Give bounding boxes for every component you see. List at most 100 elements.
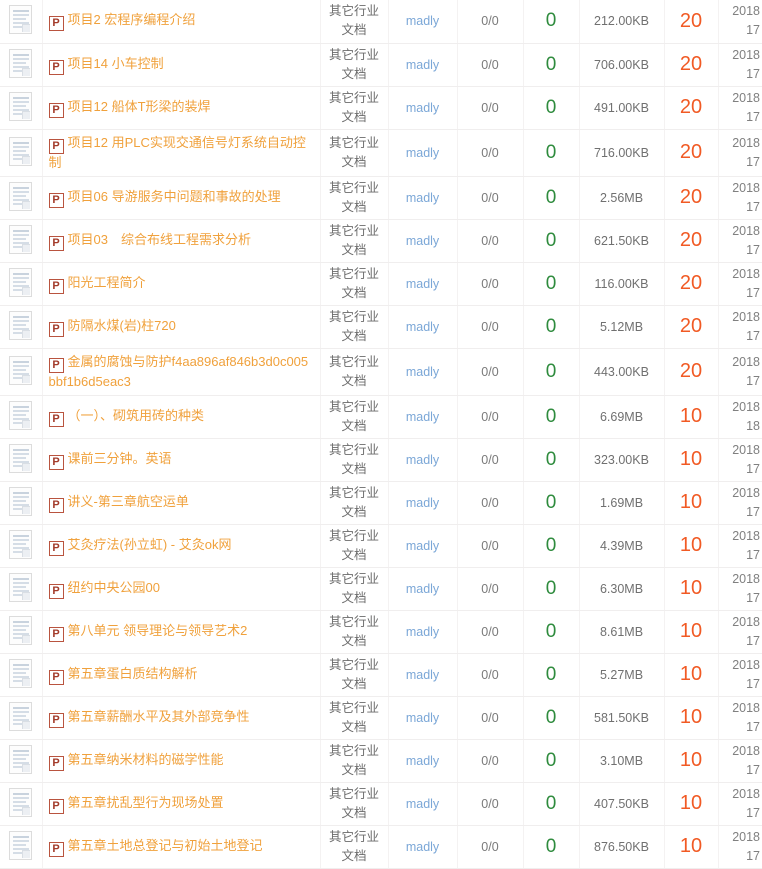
table-row[interactable]: P 课前三分钟。英语 其它行业文档 madly 0/0 0 323.00KB 10 2018 17 bbox=[0, 438, 762, 482]
document-title-link[interactable]: 项目14 小车控制 bbox=[67, 55, 164, 71]
table-row[interactable]: P 第五章蛋白质结构解析 其它行业文档 madly 0/0 0 5.27MB 10 2018 17 bbox=[0, 653, 762, 697]
document-thumbnail-cell[interactable] bbox=[0, 0, 43, 44]
table-row[interactable]: P 项目2 宏程序编程介绍 其它行业文档 madly 0/0 0 212.00KB 20 201… bbox=[0, 0, 762, 44]
document-title-link[interactable]: 项目12 用PLC实现交通信号灯系统自动控制 bbox=[48, 134, 306, 170]
owner-link[interactable]: madly bbox=[405, 364, 440, 379]
owner-link[interactable]: madly bbox=[405, 667, 440, 682]
document-thumbnail-cell[interactable] bbox=[0, 262, 43, 306]
document-name-cell[interactable]: P 第五章扰乱型行为现场处置 bbox=[42, 782, 321, 826]
document-title-link[interactable]: 项目2 宏程序编程介绍 bbox=[67, 12, 196, 28]
document-thumbnail-cell[interactable] bbox=[0, 782, 43, 826]
table-row[interactable]: P （一）、砌筑用砖的种类 其它行业文档 madly 0/0 0 6.69MB 10 2018 1… bbox=[0, 395, 762, 439]
document-title-link[interactable]: 第五章蛋白质结构解析 bbox=[67, 665, 198, 681]
table-row[interactable]: P 阳光工程简介 其它行业文档 madly 0/0 0 116.00KB 20 2018 17 bbox=[0, 262, 762, 306]
document-title-link[interactable]: 纽约中央公园00 bbox=[67, 579, 160, 595]
owner-link[interactable]: madly bbox=[405, 452, 440, 467]
document-title-link[interactable]: 防隔水煤(岩)柱720 bbox=[67, 317, 176, 333]
owner-link[interactable]: madly bbox=[405, 409, 440, 424]
document-name-cell[interactable]: P 项目12 船体T形梁的装焊 bbox=[42, 86, 321, 130]
owner-link[interactable]: madly bbox=[405, 839, 440, 854]
owner-link[interactable]: madly bbox=[405, 796, 440, 811]
document-thumbnail-cell[interactable] bbox=[0, 567, 43, 611]
document-thumbnail-cell[interactable] bbox=[0, 524, 43, 568]
document-thumbnail-cell[interactable] bbox=[0, 395, 43, 439]
owner-link[interactable]: madly bbox=[405, 100, 440, 115]
document-thumbnail-cell[interactable] bbox=[0, 653, 43, 697]
document-thumbnail-cell[interactable] bbox=[0, 481, 43, 525]
document-title-link[interactable]: 第五章薪酬水平及其外部竞争性 bbox=[67, 708, 250, 724]
document-name-cell[interactable]: P 项目06 导游服务中问题和事故的处理 bbox=[42, 176, 321, 220]
table-row[interactable]: P 第五章土地总登记与初始土地登记 其它行业文档 madly 0/0 0 876.50KB 1… bbox=[0, 825, 762, 869]
document-name-cell[interactable]: P 金属的腐蚀与防护f4aa896af846b3d0c005bbf1b6d5eac… bbox=[42, 348, 321, 396]
table-row[interactable]: P 讲义-第三章航空运单 其它行业文档 madly 0/0 0 1.69MB 10 2018 17 bbox=[0, 481, 762, 525]
document-name-cell[interactable]: P 第五章纳米材料的磁学性能 bbox=[42, 739, 321, 783]
document-thumbnail-cell[interactable] bbox=[0, 825, 43, 869]
document-name-cell[interactable]: P 第八单元 领导理论与领导艺术2 bbox=[42, 610, 321, 654]
document-title-link[interactable]: 讲义-第三章航空运单 bbox=[67, 493, 189, 509]
document-thumbnail-cell[interactable] bbox=[0, 305, 43, 349]
document-thumbnail-cell[interactable] bbox=[0, 129, 43, 177]
table-row[interactable]: P 项目12 船体T形梁的装焊 其它行业文档 madly 0/0 0 491.00KB 20 2… bbox=[0, 86, 762, 130]
table-row[interactable]: P 第五章薪酬水平及其外部竞争性 其它行业文档 madly 0/0 0 581.50KB 10… bbox=[0, 696, 762, 740]
document-thumbnail-cell[interactable] bbox=[0, 86, 43, 130]
document-name-cell[interactable]: P 项目03 综合布线工程需求分析 bbox=[42, 219, 321, 263]
owner-link[interactable]: madly bbox=[405, 710, 440, 725]
document-title-link[interactable]: 金属的腐蚀与防护f4aa896af846b3d0c005bbf1b6d5eac3 bbox=[48, 353, 309, 389]
owner-link[interactable]: madly bbox=[405, 581, 440, 596]
document-title-link[interactable]: 第五章纳米材料的磁学性能 bbox=[67, 751, 224, 767]
document-name-cell[interactable]: P 第五章土地总登记与初始土地登记 bbox=[42, 825, 321, 869]
owner-link[interactable]: madly bbox=[405, 190, 440, 205]
document-thumbnail-cell[interactable] bbox=[0, 348, 43, 396]
document-thumbnail-cell[interactable] bbox=[0, 43, 43, 87]
table-row[interactable]: P 防隔水煤(岩)柱720 其它行业文档 madly 0/0 0 5.12MB 20 2018 1… bbox=[0, 305, 762, 349]
owner-link[interactable]: madly bbox=[405, 538, 440, 553]
owner-link[interactable]: madly bbox=[405, 624, 440, 639]
document-title-link[interactable]: 第八单元 领导理论与领导艺术2 bbox=[67, 622, 248, 638]
document-name-cell[interactable]: P 阳光工程简介 bbox=[42, 262, 321, 306]
table-row[interactable]: P 第五章扰乱型行为现场处置 其它行业文档 madly 0/0 0 407.50KB 10 20… bbox=[0, 782, 762, 826]
table-row[interactable]: P 金属的腐蚀与防护f4aa896af846b3d0c005bbf1b6d5eac… bbox=[0, 348, 762, 396]
document-title-link[interactable]: 艾灸疗法(孙立虹) - 艾灸ok网 bbox=[67, 536, 232, 552]
document-title-link[interactable]: 项目06 导游服务中问题和事故的处理 bbox=[67, 188, 281, 204]
owner-link[interactable]: madly bbox=[405, 276, 440, 291]
table-row[interactable]: P 项目06 导游服务中问题和事故的处理 其它行业文档 madly 0/0 0 2.56MB… bbox=[0, 176, 762, 220]
document-title-link[interactable]: 第五章土地总登记与初始土地登记 bbox=[67, 837, 263, 853]
owner-link[interactable]: madly bbox=[405, 233, 440, 248]
document-thumbnail-cell[interactable] bbox=[0, 219, 43, 263]
owner-link[interactable]: madly bbox=[405, 57, 440, 72]
document-thumbnail-cell[interactable] bbox=[0, 739, 43, 783]
table-row[interactable]: P 项目12 用PLC实现交通信号灯系统自动控制 其它行业文档 madly 0/0 0 71… bbox=[0, 129, 762, 177]
document-title-link[interactable]: 项目12 船体T形梁的装焊 bbox=[67, 98, 211, 114]
document-title-link[interactable]: （一）、砌筑用砖的种类 bbox=[67, 407, 205, 423]
document-title-link[interactable]: 课前三分钟。英语 bbox=[67, 450, 172, 466]
document-name-cell[interactable]: P 纽约中央公园00 bbox=[42, 567, 321, 611]
table-row[interactable]: P 项目14 小车控制 其它行业文档 madly 0/0 0 706.00KB 20 2018 1… bbox=[0, 43, 762, 87]
owner-link[interactable]: madly bbox=[405, 495, 440, 510]
document-name-cell[interactable]: P 课前三分钟。英语 bbox=[42, 438, 321, 482]
document-name-cell[interactable]: P 讲义-第三章航空运单 bbox=[42, 481, 321, 525]
owner-link[interactable]: madly bbox=[405, 319, 440, 334]
document-thumbnail-cell[interactable] bbox=[0, 176, 43, 220]
table-row[interactable]: P 项目03 综合布线工程需求分析 其它行业文档 madly 0/0 0 621.50KB 2… bbox=[0, 219, 762, 263]
document-thumbnail-cell[interactable] bbox=[0, 610, 43, 654]
document-name-cell[interactable]: P 第五章薪酬水平及其外部竞争性 bbox=[42, 696, 321, 740]
table-row[interactable]: P 第五章纳米材料的磁学性能 其它行业文档 madly 0/0 0 3.10MB 10 2018… bbox=[0, 739, 762, 783]
document-name-cell[interactable]: P 防隔水煤(岩)柱720 bbox=[42, 305, 321, 349]
document-name-cell[interactable]: P 项目12 用PLC实现交通信号灯系统自动控制 bbox=[42, 129, 321, 177]
owner-link[interactable]: madly bbox=[405, 753, 440, 768]
document-title-link[interactable]: 项目03 综合布线工程需求分析 bbox=[67, 231, 251, 247]
owner-link[interactable]: madly bbox=[405, 14, 440, 29]
document-name-cell[interactable]: P 项目2 宏程序编程介绍 bbox=[42, 0, 321, 44]
document-name-cell[interactable]: P （一）、砌筑用砖的种类 bbox=[42, 395, 321, 439]
owner-link[interactable]: madly bbox=[405, 145, 440, 160]
document-title-link[interactable]: 阳光工程简介 bbox=[67, 274, 146, 290]
table-row[interactable]: P 第八单元 领导理论与领导艺术2 其它行业文档 madly 0/0 0 8.61MB 10 2… bbox=[0, 610, 762, 654]
document-name-cell[interactable]: P 项目14 小车控制 bbox=[42, 43, 321, 87]
table-row[interactable]: P 纽约中央公园00 其它行业文档 madly 0/0 0 6.30MB 10 2018 17 bbox=[0, 567, 762, 611]
document-thumbnail-cell[interactable] bbox=[0, 696, 43, 740]
document-thumbnail-cell[interactable] bbox=[0, 438, 43, 482]
table-row[interactable]: P 艾灸疗法(孙立虹) - 艾灸ok网 其它行业文档 madly 0/0 0 4.39MB 1… bbox=[0, 524, 762, 568]
document-name-cell[interactable]: P 艾灸疗法(孙立虹) - 艾灸ok网 bbox=[42, 524, 321, 568]
document-title-link[interactable]: 第五章扰乱型行为现场处置 bbox=[67, 794, 224, 810]
document-name-cell[interactable]: P 第五章蛋白质结构解析 bbox=[42, 653, 321, 697]
